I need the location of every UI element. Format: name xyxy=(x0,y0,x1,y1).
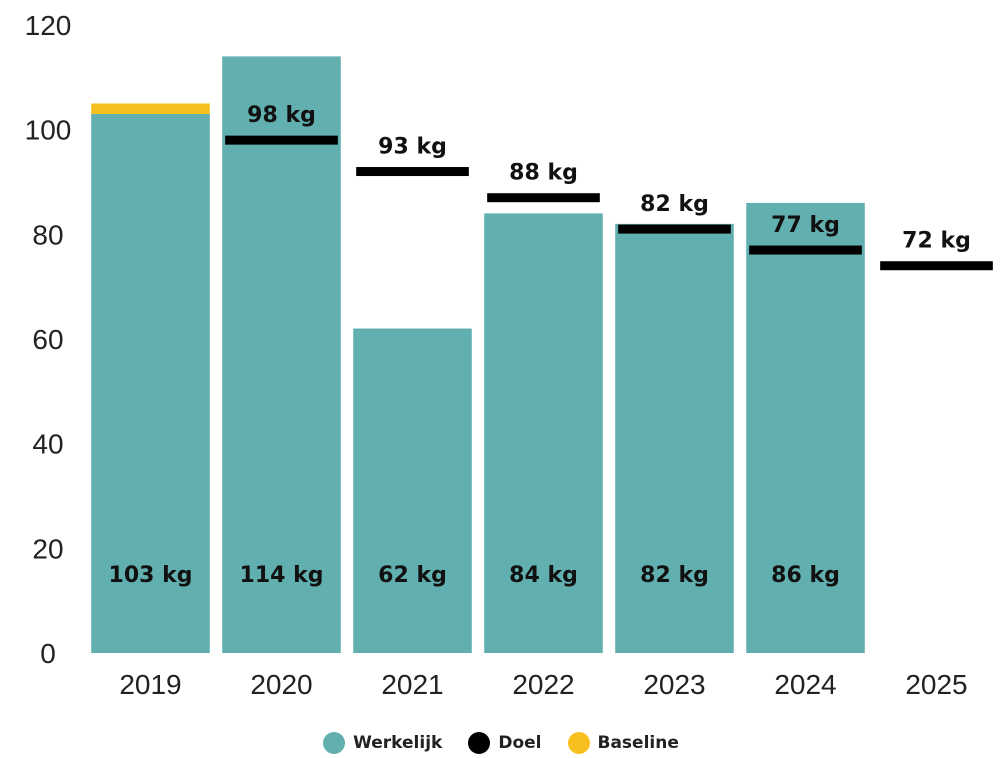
legend-item-doel: Doel xyxy=(468,732,542,754)
legend-item-baseline: Baseline xyxy=(567,732,679,754)
bar-value-label: 86 kg xyxy=(771,563,840,588)
bar xyxy=(91,113,210,653)
legend-swatch-baseline xyxy=(567,732,590,754)
legend: Werkelijk Doel Baseline xyxy=(0,728,1002,758)
x-tick-label: 2024 xyxy=(774,669,836,700)
x-tick-label: 2023 xyxy=(643,669,705,700)
bar xyxy=(615,223,734,653)
bar-value-label: 84 kg xyxy=(509,563,578,588)
bar-value-label: 82 kg xyxy=(640,563,709,588)
legend-item-werkelijk: Werkelijk xyxy=(323,732,442,754)
target-line xyxy=(618,224,731,234)
target-value-label: 72 kg xyxy=(902,229,971,254)
bar xyxy=(353,328,472,653)
bar xyxy=(746,202,865,653)
y-tick-label: 60 xyxy=(32,324,63,355)
target-line xyxy=(487,193,600,203)
bar xyxy=(222,56,341,653)
legend-label: Baseline xyxy=(597,733,679,753)
bar-value-label: 114 kg xyxy=(240,563,324,588)
legend-label: Werkelijk xyxy=(353,733,443,753)
target-line xyxy=(880,261,993,271)
legend-swatch-doel xyxy=(468,732,491,754)
target-value-label: 93 kg xyxy=(378,135,447,160)
y-tick-label: 100 xyxy=(25,115,72,146)
target-line xyxy=(225,135,338,145)
x-tick-label: 2019 xyxy=(119,669,181,700)
x-tick-label: 2021 xyxy=(381,669,443,700)
target-line xyxy=(749,245,862,255)
bar-chart: 0 20 40 60 80 100 120 2019 2020 2021 2022 2023 2024 2… xyxy=(25,10,993,700)
bar-value-label: 62 kg xyxy=(378,563,447,588)
target-value-label: 77 kg xyxy=(771,213,840,238)
y-tick-label: 80 xyxy=(32,219,63,250)
y-tick-label: 40 xyxy=(32,429,63,460)
x-tick-label: 2025 xyxy=(905,669,967,700)
target-value-label: 98 kg xyxy=(247,103,316,128)
target-value-label: 88 kg xyxy=(509,161,578,186)
y-tick-label: 120 xyxy=(25,10,72,41)
y-tick-label: 20 xyxy=(32,533,63,564)
baseline-cap xyxy=(91,103,210,114)
x-tick-label: 2022 xyxy=(512,669,574,700)
y-tick-label: 0 xyxy=(40,638,56,669)
bar-value-label: 103 kg xyxy=(109,563,193,588)
legend-label: Doel xyxy=(498,733,542,753)
bar xyxy=(484,213,603,653)
target-line xyxy=(356,167,469,177)
legend-swatch-werkelijk xyxy=(323,732,346,754)
x-tick-label: 2020 xyxy=(250,669,312,700)
target-value-label: 82 kg xyxy=(640,192,709,217)
